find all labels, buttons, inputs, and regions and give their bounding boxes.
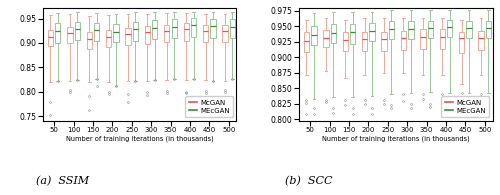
- Legend: McGAN, MEcGAN: McGAN, MEcGAN: [442, 96, 489, 117]
- X-axis label: Number of training iterations (in thousands): Number of training iterations (in thousa…: [66, 136, 214, 142]
- Legend: McGAN, MEcGAN: McGAN, MEcGAN: [186, 96, 233, 117]
- PathPatch shape: [466, 21, 471, 38]
- PathPatch shape: [164, 25, 170, 42]
- PathPatch shape: [126, 28, 130, 45]
- PathPatch shape: [382, 32, 386, 51]
- PathPatch shape: [330, 25, 336, 43]
- PathPatch shape: [420, 29, 426, 49]
- PathPatch shape: [447, 20, 452, 37]
- PathPatch shape: [132, 22, 138, 41]
- PathPatch shape: [350, 25, 356, 44]
- PathPatch shape: [67, 27, 72, 43]
- PathPatch shape: [311, 26, 316, 45]
- PathPatch shape: [203, 25, 208, 42]
- PathPatch shape: [362, 32, 368, 51]
- Text: (b)  SCC: (b) SCC: [285, 176, 333, 186]
- PathPatch shape: [48, 30, 53, 46]
- PathPatch shape: [342, 32, 348, 51]
- PathPatch shape: [428, 21, 433, 38]
- PathPatch shape: [370, 23, 374, 41]
- PathPatch shape: [401, 31, 406, 50]
- PathPatch shape: [408, 21, 414, 39]
- PathPatch shape: [106, 30, 112, 47]
- PathPatch shape: [478, 31, 484, 50]
- PathPatch shape: [222, 25, 228, 42]
- PathPatch shape: [172, 19, 177, 37]
- PathPatch shape: [145, 26, 150, 44]
- PathPatch shape: [486, 21, 491, 38]
- PathPatch shape: [323, 30, 328, 47]
- PathPatch shape: [440, 29, 445, 49]
- PathPatch shape: [459, 32, 464, 53]
- PathPatch shape: [152, 20, 158, 38]
- X-axis label: Number of training iterations (in thousands): Number of training iterations (in thousa…: [322, 136, 470, 142]
- PathPatch shape: [191, 18, 196, 36]
- PathPatch shape: [86, 32, 92, 49]
- PathPatch shape: [389, 21, 394, 39]
- PathPatch shape: [304, 32, 309, 52]
- PathPatch shape: [230, 19, 235, 37]
- PathPatch shape: [184, 23, 189, 41]
- PathPatch shape: [114, 24, 118, 42]
- PathPatch shape: [74, 22, 80, 40]
- PathPatch shape: [55, 23, 60, 43]
- Text: (a)  SSIM: (a) SSIM: [36, 176, 89, 186]
- PathPatch shape: [94, 23, 100, 41]
- PathPatch shape: [210, 19, 216, 37]
